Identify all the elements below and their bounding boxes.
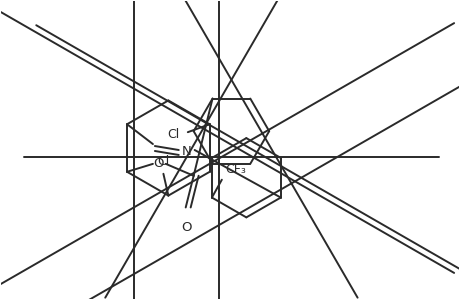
Text: O: O [181,221,191,234]
Text: Cl: Cl [167,128,179,141]
Text: Cl: Cl [157,155,169,168]
Text: N: N [181,146,191,158]
Text: O: O [153,158,164,170]
Text: CF₃: CF₃ [224,163,245,176]
